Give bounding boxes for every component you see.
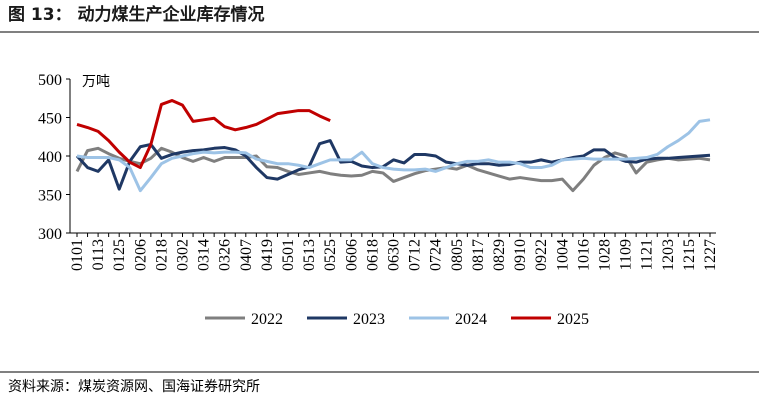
y-tick-label: 300 [38,226,62,243]
x-tick-label: 0314 [196,239,213,271]
x-tick-label: 0101 [69,239,86,271]
x-tick-label: 1227 [702,239,719,271]
x-tick-label: 1016 [575,239,592,271]
legend-label: 2022 [251,311,283,328]
legend-label: 2025 [557,311,589,328]
series-line [76,118,711,193]
y-tick-label: 450 [38,111,62,128]
source: 资料来源：煤炭资源网、国海证券研究所 [8,379,260,395]
x-tick-label: 0326 [217,239,234,271]
x-tick-label: 0910 [512,239,529,271]
series-line [75,146,711,193]
y-tick-label: 500 [38,72,62,89]
x-tick-label: 0218 [153,239,170,271]
x-tick-label: 0712 [407,239,424,271]
x-tick-label: 0922 [533,239,550,271]
x-tick-label: 0606 [343,239,360,271]
x-tick-label: 1215 [681,239,698,271]
x-tick-label: 0407 [238,239,255,271]
x-tick-label: 0817 [470,239,487,271]
series-line [75,139,711,191]
x-tick-label: 1203 [660,239,677,271]
x-tick-label: 0113 [90,239,107,270]
legend-label: 2023 [353,311,385,328]
x-tick-label: 0805 [449,239,466,271]
x-tick-label: 0206 [132,239,149,271]
y-tick-label: 350 [38,188,62,205]
x-tick-label: 0513 [301,239,318,271]
y-tick-label: 400 [38,149,62,166]
x-tick-label: 0724 [428,239,445,271]
chart-title: 图 13： 动力煤生产企业库存情况 [8,4,265,25]
x-tick-label: 0829 [491,239,508,271]
x-tick-label: 0525 [322,239,339,271]
x-tick-label: 1004 [554,239,571,271]
x-tick-label: 1121 [639,239,656,270]
x-tick-label: 1109 [618,239,635,270]
x-tick-label: 0630 [386,239,403,271]
x-tick-label: 0125 [111,239,128,271]
x-tick-label: 1028 [597,239,614,271]
x-tick-label: 0419 [259,239,276,271]
legend-label: 2024 [455,311,487,328]
series-line [76,99,331,170]
unit-label: 万吨 [82,74,110,90]
x-tick-label: 0618 [364,239,381,271]
x-tick-label: 0302 [175,239,192,271]
x-tick-label: 0501 [280,239,297,271]
